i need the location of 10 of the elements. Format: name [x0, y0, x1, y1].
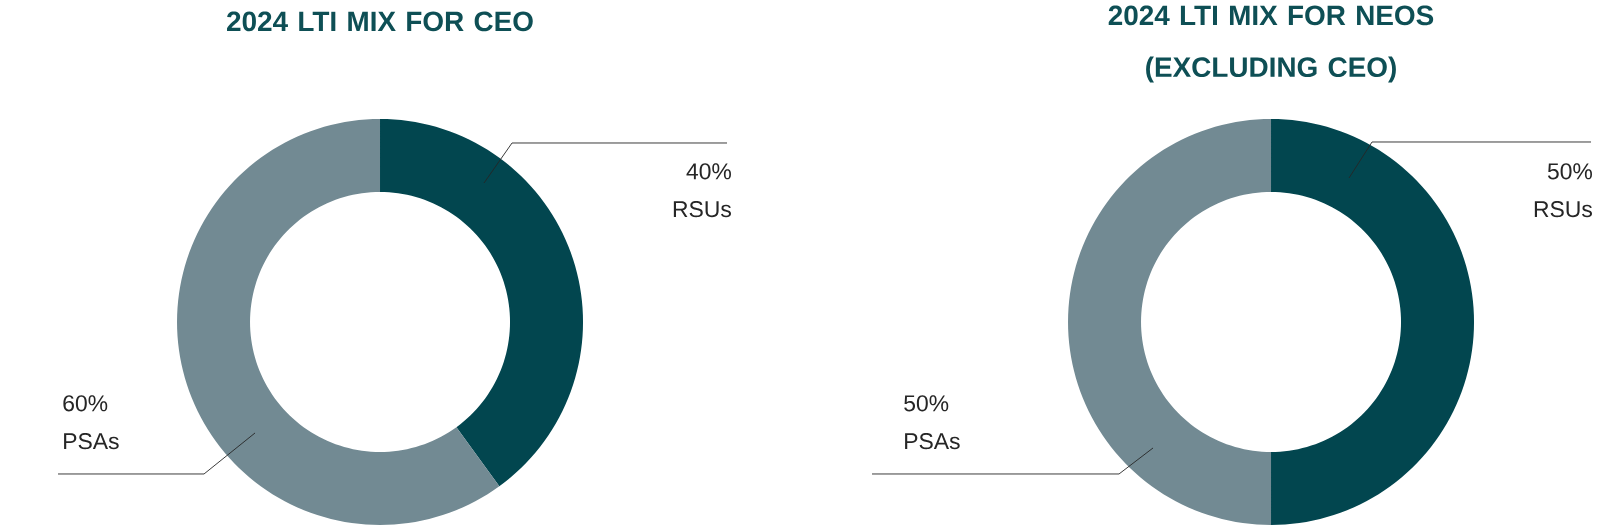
slice-label: RSUs: [673, 201, 731, 218]
slice-label: PSAs: [905, 433, 960, 450]
slice-label: RSUs: [1534, 201, 1592, 218]
slice-label: PSAs: [64, 433, 119, 450]
data-label: 50%: [904, 395, 949, 412]
chart-title: 2024 LTI MIX FOR NEOS (EXCLUDING CEO): [1108, 5, 1434, 83]
data-label: 40%: [686, 163, 731, 180]
data-label: 50%: [1547, 163, 1592, 180]
chart-title: 2024 LTI MIX FOR CEO: [227, 11, 533, 32]
data-label: 60%: [63, 395, 108, 412]
